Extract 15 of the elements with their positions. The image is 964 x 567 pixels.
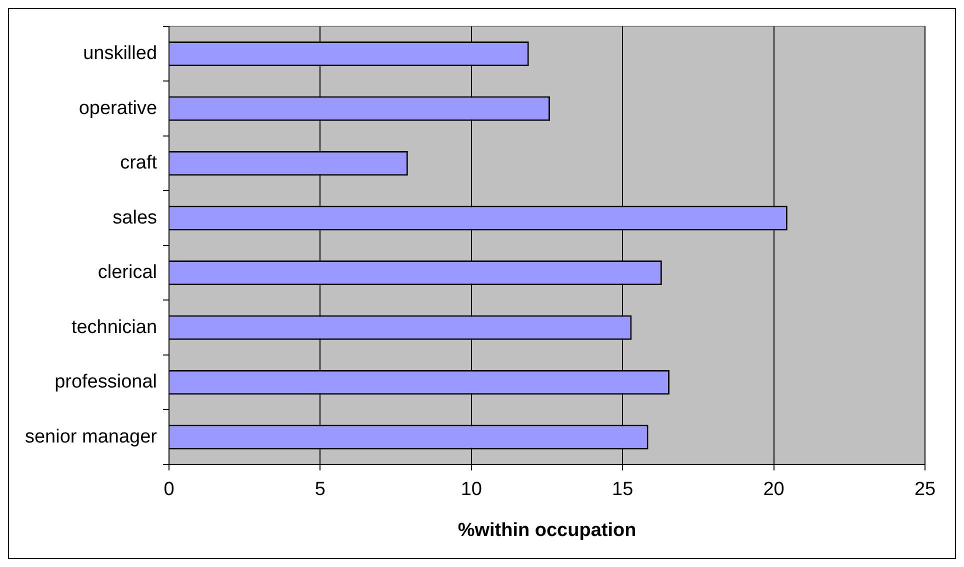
y-tick-label: sales [112, 207, 158, 228]
y-tick-label: operative [78, 98, 158, 119]
x-axis-title: %within occupation [458, 520, 636, 541]
x-tick-label: 0 [164, 479, 174, 500]
y-tick-label: professional [54, 372, 158, 393]
y-tick-label: technician [71, 316, 158, 338]
x-tick-label: 25 [914, 479, 936, 500]
y-tick-label: unskilled [83, 43, 158, 64]
x-tick-label: 10 [460, 479, 482, 500]
y-tick-label: senior manager [24, 426, 158, 448]
x-tick-label: 20 [763, 479, 784, 500]
y-tick-label: craft [120, 152, 158, 174]
x-tick-label: 5 [314, 479, 326, 500]
y-tick-label: clerical [98, 262, 158, 284]
x-tick-label: 15 [612, 479, 634, 500]
